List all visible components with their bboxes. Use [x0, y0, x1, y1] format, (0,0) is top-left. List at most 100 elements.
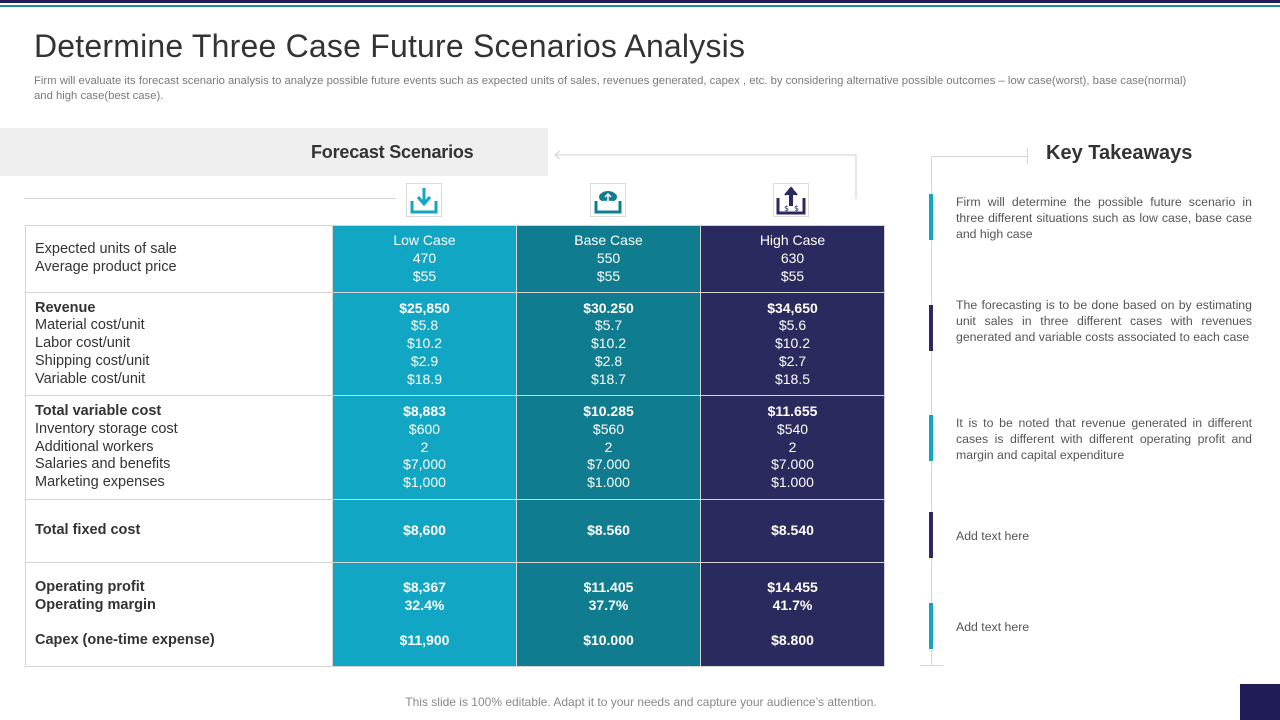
cell-value: 2: [420, 438, 429, 455]
cell-value: $34,650: [767, 299, 818, 316]
cell-value: 2: [604, 438, 613, 455]
cell-value: 630: [780, 250, 805, 267]
base-case-cell: $30.250 $5.7 $10.2 $2.8 $18.7: [516, 292, 701, 396]
high-case-cell: High Case 630 $55: [700, 225, 885, 293]
download-icon: [406, 183, 442, 217]
row-labels: Total fixed cost: [25, 499, 333, 563]
corner-accent: [1240, 684, 1280, 720]
cell-value: $18.5: [774, 370, 811, 387]
cell-value: $1.000: [771, 474, 814, 491]
cell-value: 37.7%: [588, 596, 629, 613]
cell-value: $14.455: [767, 579, 818, 596]
label-shipping-cost: Shipping cost/unit: [35, 352, 150, 369]
cell-value: $600: [408, 420, 441, 437]
cell-value: $11.405: [583, 579, 634, 596]
label-capex: Capex (one-time expense): [35, 632, 215, 649]
takeaway-marker: [929, 603, 933, 649]
high-case-cell: $14.455 41.7% $8.800: [700, 562, 885, 667]
cell-value: $18.9: [406, 370, 443, 387]
takeaway-item: The forecasting is to be done based on b…: [956, 298, 1252, 344]
label-operating-profit: Operating profit: [35, 579, 145, 596]
cell-value: $2.7: [778, 352, 807, 369]
row-spacer: [35, 615, 332, 633]
cell-value: $18.7: [590, 370, 627, 387]
takeaway-item: Add text here: [956, 620, 1030, 634]
label-material-cost: Material cost/unit: [35, 317, 145, 334]
cell-value: $55: [780, 267, 805, 284]
row-spacer: [333, 615, 516, 633]
high-case-cell: $11.655 $540 2 $7.000 $1.000: [700, 395, 885, 500]
table-row: Operating profit Operating margin Capex …: [25, 562, 885, 667]
cell-value: $55: [412, 267, 437, 284]
high-case-cell: $8.540: [700, 499, 885, 563]
cell-value: 2: [788, 438, 797, 455]
cell-value: $5.6: [778, 317, 807, 334]
label-average-price: Average product price: [35, 259, 177, 275]
label-total-variable-cost: Total variable cost: [35, 403, 162, 420]
cell-value: $7.000: [771, 456, 814, 473]
takeaway-marker: [929, 512, 933, 558]
column-header-base-case: Base Case: [574, 232, 643, 249]
cloud-upload-icon: [590, 183, 626, 217]
scenario-table: Expected units of sale Average product p…: [25, 225, 885, 667]
cell-value: $2.8: [594, 352, 623, 369]
cell-value: $5.8: [410, 317, 439, 334]
row-labels: Total variable cost Inventory storage co…: [25, 395, 333, 500]
takeaway-marker: [929, 194, 933, 240]
cell-value: $560: [592, 420, 625, 437]
cell-value: $8.800: [771, 632, 814, 649]
column-header-low-case: Low Case: [393, 232, 456, 249]
label-additional-workers: Additional workers: [35, 438, 154, 455]
cell-value: $8.540: [771, 522, 814, 539]
row-labels: Expected units of sale Average product p…: [25, 225, 333, 293]
cell-value: $25,850: [399, 299, 450, 316]
label-total-fixed-cost: Total fixed cost: [35, 522, 141, 539]
cell-value: $540: [776, 420, 809, 437]
cell-value: $8,367: [403, 579, 446, 596]
cell-value: $10.2: [774, 335, 811, 352]
low-case-cell: $8,600: [332, 499, 517, 563]
cell-value: 41.7%: [772, 596, 813, 613]
svg-text:$: $: [794, 204, 799, 213]
label-revenue: Revenue: [35, 299, 96, 316]
cell-value: $10.000: [583, 632, 634, 649]
money-upload-icon: $ $: [773, 183, 809, 217]
cell-value: $5.7: [594, 317, 623, 334]
cell-value: $10.285: [583, 403, 634, 420]
takeaways-frame-line: [931, 156, 932, 666]
column-header-high-case: High Case: [759, 232, 826, 249]
row-spacer: [701, 615, 884, 633]
high-case-cell: $34,650 $5.6 $10.2 $2.7 $18.5: [700, 292, 885, 396]
table-row: Revenue Material cost/unit Labor cost/un…: [25, 292, 885, 396]
row-labels: Operating profit Operating margin Capex …: [25, 562, 333, 667]
cell-value: $2.9: [410, 352, 439, 369]
key-takeaways-title: Key Takeaways: [1046, 142, 1193, 164]
low-case-cell: Low Case 470 $55: [332, 225, 517, 293]
slide-title: Determine Three Case Future Scenarios An…: [34, 28, 746, 64]
forecast-scenarios-label: Forecast Scenarios: [311, 142, 474, 162]
cell-value: $10.2: [590, 335, 627, 352]
cell-value: $7.000: [587, 456, 630, 473]
table-row: Expected units of sale Average product p…: [25, 225, 885, 293]
cell-value: $55: [596, 267, 621, 284]
label-expected-units: Expected units of sale: [35, 241, 177, 258]
table-row: Total variable cost Inventory storage co…: [25, 395, 885, 500]
low-case-cell: $8,883 $600 2 $7,000 $1,000: [332, 395, 517, 500]
label-variable-cost: Variable cost/unit: [35, 370, 146, 387]
connector-arrow: [554, 150, 857, 199]
low-case-cell: $8,367 32.4% $11,900: [332, 562, 517, 667]
cell-value: $11,900: [399, 632, 450, 649]
label-marketing-expenses: Marketing expenses: [35, 474, 165, 491]
cell-value: $11.655: [767, 403, 818, 420]
cell-value: $8.560: [587, 522, 630, 539]
cell-value: 470: [412, 250, 437, 267]
slide-subtitle: Firm will evaluate its forecast scenario…: [34, 75, 1187, 102]
base-case-cell: $10.285 $560 2 $7.000 $1.000: [516, 395, 701, 500]
takeaway-marker: [929, 305, 933, 351]
label-labor-cost: Labor cost/unit: [35, 335, 131, 352]
label-operating-margin: Operating margin: [35, 596, 156, 613]
cell-value: $7,000: [403, 456, 446, 473]
top-accent-line: [0, 5, 1280, 7]
divider-line: [24, 198, 396, 199]
cell-value: $1.000: [587, 474, 630, 491]
